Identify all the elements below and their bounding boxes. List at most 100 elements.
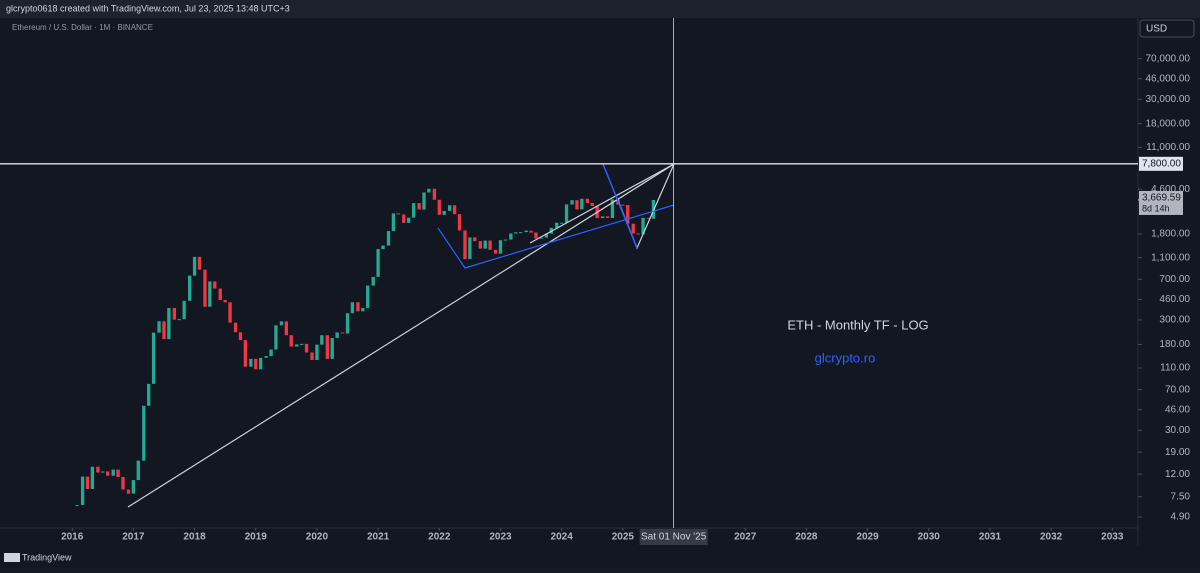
x-tick-label: 2019 (245, 532, 268, 543)
y-tick-label: 11,000.00 (1146, 142, 1190, 153)
candle (452, 205, 457, 215)
candle (274, 325, 278, 350)
candle (641, 217, 645, 235)
y-tick-label: 46,000.00 (1146, 73, 1191, 84)
candle (335, 332, 339, 338)
candle (402, 214, 406, 223)
trendline (437, 204, 675, 269)
x-tick-label: 2032 (1040, 532, 1063, 543)
x-tick-label: 2020 (306, 532, 329, 543)
candle (325, 335, 329, 359)
y-tick-label: 4.90 (1171, 512, 1191, 523)
candle (560, 222, 564, 224)
candle (391, 213, 396, 232)
candle (243, 340, 248, 367)
y-tick-label: 4,600.00 (1151, 184, 1190, 195)
annotation: glcrypto.ro (815, 350, 876, 365)
candle (417, 203, 421, 210)
candle (96, 466, 100, 473)
candle (646, 217, 651, 219)
y-tick-label: 30.00 (1165, 425, 1190, 436)
y-tick-label: 110.00 (1160, 363, 1190, 374)
candle (361, 307, 365, 312)
candle (182, 300, 186, 320)
y-tick-label: 46.00 (1165, 404, 1190, 415)
candle (386, 231, 391, 246)
candle (208, 281, 212, 307)
candle (350, 302, 355, 314)
candle (575, 200, 579, 210)
candle (264, 356, 268, 358)
candle (295, 344, 299, 347)
candle (284, 321, 288, 336)
candle (197, 256, 202, 270)
candle (473, 237, 477, 242)
candle (106, 471, 110, 476)
candle (167, 307, 171, 340)
currency[interactable]: USD (1146, 24, 1167, 35)
x-tick-label: 2024 (551, 532, 574, 543)
trendline (127, 163, 675, 508)
candle (172, 307, 177, 320)
x-tick-label: 2023 (489, 532, 512, 543)
candle (279, 321, 284, 326)
candle (570, 200, 574, 205)
candle (468, 237, 472, 260)
candle (422, 192, 426, 210)
y-tick-label: 12.00 (1165, 469, 1190, 480)
candle (626, 205, 630, 224)
candle (269, 349, 273, 357)
candle (437, 199, 441, 215)
candle (411, 203, 416, 218)
candle (131, 480, 136, 494)
candle (448, 205, 452, 211)
candle (478, 241, 482, 249)
x-tick-label: 2017 (122, 532, 145, 543)
y-tick-label: 18,000.00 (1146, 118, 1191, 129)
candle (299, 343, 304, 345)
candle (376, 249, 380, 277)
y-tick-label: 30,000.00 (1146, 94, 1191, 105)
y-tick-label: 1,800.00 (1151, 229, 1190, 240)
candle (90, 466, 95, 490)
trendline (529, 163, 675, 244)
candle (304, 343, 309, 353)
candle (514, 232, 518, 234)
candle (396, 213, 400, 215)
candle (366, 285, 370, 308)
candle (519, 232, 523, 234)
candle (580, 198, 584, 210)
trendline (602, 163, 638, 249)
candle (529, 230, 533, 233)
candle (544, 233, 549, 238)
candle (330, 337, 334, 359)
candle (157, 321, 161, 333)
x-tick-label: 2033 (1101, 532, 1124, 543)
y-tick-label: 1,100.00 (1151, 252, 1190, 263)
candle (203, 269, 207, 307)
y-tick-label: 70,000.00 (1146, 53, 1191, 64)
candle (233, 322, 238, 333)
candle (590, 203, 594, 207)
candle (310, 352, 314, 360)
candle (228, 302, 232, 323)
countdown: 8d 14h (1142, 203, 1170, 213)
y-tick-label: 7.50 (1171, 491, 1191, 502)
x-tick-label: 2025 (612, 532, 635, 543)
candle (340, 332, 345, 334)
x-tick-label: 2030 (918, 532, 941, 543)
currency-box[interactable] (1139, 19, 1195, 38)
candle (509, 233, 513, 240)
candle (605, 216, 610, 218)
candle (111, 469, 115, 476)
annotation: ETH - Monthly TF - LOG (787, 317, 928, 332)
candle (631, 223, 635, 234)
y-tick-label: 700.00 (1159, 274, 1190, 285)
x-tick-label: 2029 (856, 532, 879, 543)
candle (442, 210, 446, 215)
candle (121, 477, 125, 490)
candle (539, 237, 544, 239)
candle (621, 204, 625, 206)
candle (381, 245, 385, 250)
